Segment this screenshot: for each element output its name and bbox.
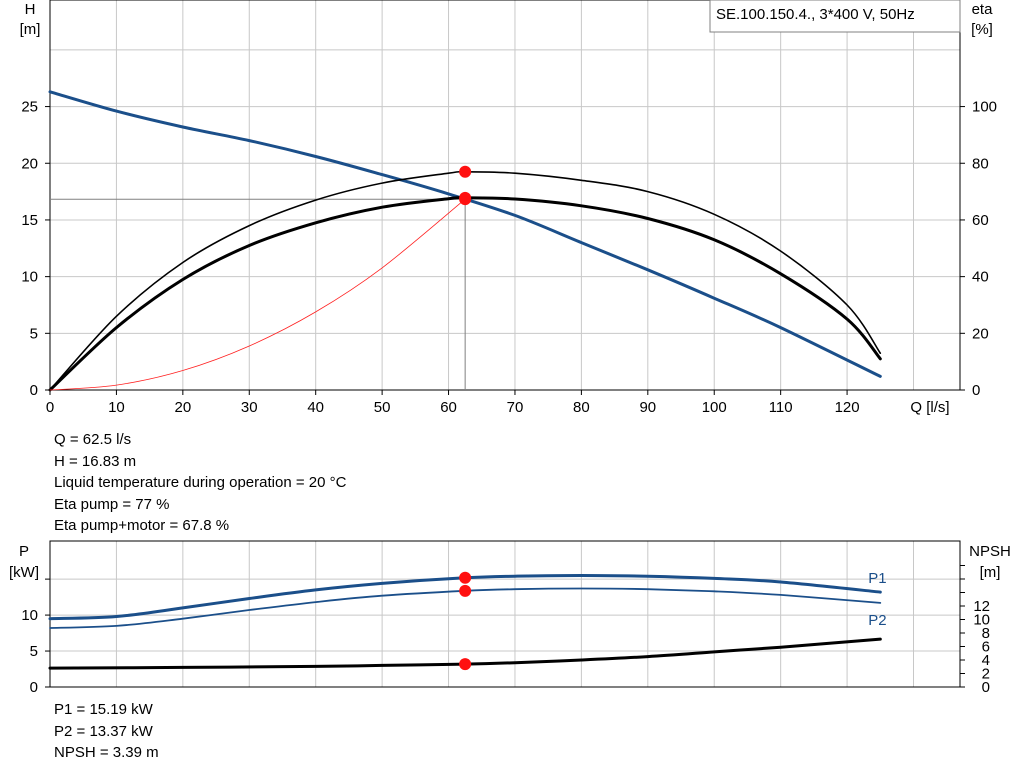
y-left-tick-label: 0 xyxy=(30,382,38,399)
x-axis-label: Q [l/s] xyxy=(910,399,949,416)
y-right-tick-label: 20 xyxy=(972,325,989,342)
series-label-p2: P2 xyxy=(868,612,886,629)
x-tick-label: 60 xyxy=(440,399,457,416)
system-curve xyxy=(49,198,466,391)
y-left-tick-label: 10 xyxy=(21,269,38,286)
title-box xyxy=(709,0,961,33)
eta-marker xyxy=(459,165,472,178)
y-right-tick-label: 12 xyxy=(973,598,990,615)
y-right-tick-label: 80 xyxy=(972,155,989,172)
operating-point-results: Q = 62.5 l/s H = 16.83 m Liquid temperat… xyxy=(54,429,346,537)
y-left-tick-label: 0 xyxy=(30,679,38,696)
result-eta-pump-motor: Eta pump+motor = 67.8 % xyxy=(54,517,230,534)
x-tick-label: 30 xyxy=(241,399,258,416)
plot-frame xyxy=(49,0,961,391)
x-tick-label: 120 xyxy=(835,399,860,416)
y-right-tick-label: 6 xyxy=(982,639,990,656)
result-flow: Q = 62.5 l/s xyxy=(54,431,132,448)
chart-title: SE.100.150.4., 3*400 V, 50Hz xyxy=(716,6,915,23)
y-right-tick-label: 10 xyxy=(973,612,990,629)
y-right-axis-label: NPSH xyxy=(969,543,1011,560)
x-tick-label: 90 xyxy=(639,399,656,416)
x-tick-label: 20 xyxy=(175,399,192,416)
y-left-axis-label: H xyxy=(25,1,36,18)
y-left-axis-unit: [m] xyxy=(20,21,41,38)
y-right-axis-unit: [%] xyxy=(971,21,993,38)
y-right-tick-label: 40 xyxy=(972,269,989,286)
y-right-axis-unit: [m] xyxy=(980,564,1001,581)
result-head: H = 16.83 m xyxy=(54,452,137,470)
plot-frame xyxy=(49,540,961,688)
x-tick-label: 100 xyxy=(702,399,727,416)
operating-point-marker xyxy=(459,584,472,597)
operating-point-marker xyxy=(459,658,472,671)
series-label-p1: P1 xyxy=(868,570,886,587)
y-right-axis-label: eta xyxy=(972,1,994,18)
y-right-tick-label: 100 xyxy=(972,99,997,116)
y-right-tick-label: 2 xyxy=(982,666,990,683)
result-p2: P2 = 13.37 kW xyxy=(54,722,153,740)
y-left-tick-label: 15 xyxy=(21,212,38,229)
x-tick-label: 10 xyxy=(108,399,125,416)
result-liquid-temperature: Liquid temperature during operation = 20… xyxy=(54,474,347,491)
x-tick-label: 70 xyxy=(507,399,524,416)
operating-point-marker xyxy=(459,193,472,206)
x-tick-label: 50 xyxy=(374,399,391,416)
x-tick-label: 110 xyxy=(769,399,793,416)
result-npsh: NPSH = 3.39 m xyxy=(54,744,159,761)
operating-point-marker xyxy=(459,571,472,584)
y-right-tick-label: 0 xyxy=(982,679,990,696)
npsh-curve xyxy=(48,637,882,670)
result-eta-pump: Eta pump = 77 % xyxy=(54,495,170,513)
head-efficiency-panel: 0 10 20 30 40 50 60 70 80 90 100 110 120 Q [l/s] 0 5 10 1… xyxy=(20,0,997,416)
x-tick-label: 40 xyxy=(307,399,324,416)
y-left-tick-label: 25 xyxy=(21,99,38,116)
x-tick-label: 80 xyxy=(573,399,590,416)
y-right-tick-label: 8 xyxy=(982,625,990,642)
y-left-axis-label: P xyxy=(19,543,29,560)
y-right-tick-label: 4 xyxy=(982,652,990,669)
y-left-axis-unit: [kW] xyxy=(9,564,39,581)
head-curve xyxy=(48,90,882,378)
y-left-tick-label: 5 xyxy=(30,643,38,660)
y-left-tick-label: 5 xyxy=(30,325,38,342)
y-right-tick-label: 60 xyxy=(972,212,989,229)
x-tick-label: 0 xyxy=(46,399,54,416)
y-right-tick-label: 0 xyxy=(972,382,980,399)
y-left-tick-label: 10 xyxy=(21,607,38,624)
result-p1: P1 = 15.19 kW xyxy=(54,701,153,718)
y-left-tick-label: 20 xyxy=(21,155,38,172)
power-results: P1 = 15.19 kW P2 = 13.37 kW NPSH = 3.39 … xyxy=(54,699,159,764)
